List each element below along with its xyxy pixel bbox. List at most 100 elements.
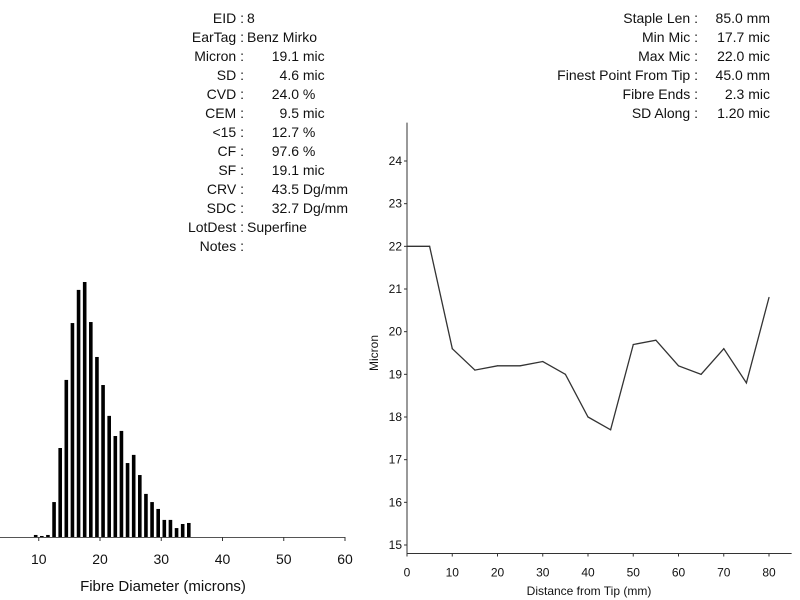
histogram-tick-label: 20 — [92, 551, 108, 567]
profile-data-point — [564, 373, 566, 375]
stat-label: SD : — [216, 67, 244, 83]
stat-row: SF :19.1 mic — [140, 161, 348, 180]
histogram-bar — [101, 385, 105, 537]
stat-value: 19.1 mic — [244, 161, 325, 180]
profile-y-tick-label: 19 — [389, 367, 403, 381]
histogram-bar — [174, 528, 179, 537]
stat-row: SD : 4.6 mic — [140, 66, 348, 85]
histogram-tick-label: 60 — [337, 551, 353, 567]
profile-data-point — [723, 348, 725, 350]
stat-label: CEM : — [205, 105, 244, 121]
stat-row: CVD :24.0 % — [140, 85, 348, 104]
histogram-bar — [119, 430, 124, 537]
histogram-bar — [131, 454, 136, 537]
stat-unit: Dg/mm — [299, 200, 348, 216]
profile-x-tick-label: 50 — [627, 566, 641, 580]
staple-stat-row: Staple Len : 85.0 mm — [557, 9, 770, 28]
profile-y-tick-label: 17 — [389, 453, 403, 467]
stat-value: 24.0 % — [244, 85, 316, 104]
histogram-bar — [125, 463, 130, 537]
histogram-bar — [46, 534, 50, 537]
histogram-x-ticks: 10 20 30 40 50 60 — [31, 537, 353, 567]
profile-points — [406, 245, 770, 431]
stat-unit: mic — [299, 48, 325, 64]
staple-stat-value: 17.7 mic — [717, 29, 770, 45]
histogram-bar — [89, 322, 93, 537]
profile-x-tick-label: 10 — [446, 566, 460, 580]
histogram-tick-label: 50 — [276, 551, 292, 567]
stat-value: 43.5 Dg/mm — [244, 180, 348, 199]
stat-value: Superfine — [247, 219, 307, 235]
stat-row: SDC :32.7 Dg/mm — [140, 199, 348, 218]
profile-y-tick-label: 15 — [389, 538, 403, 552]
histogram-bar — [162, 519, 167, 537]
stat-number: 19.1 — [271, 48, 299, 64]
stat-unit: % — [299, 124, 316, 140]
profile-x-ticks: 0 10 20 30 40 50 60 70 80 — [404, 553, 776, 580]
stat-row: CRV :43.5 Dg/mm — [140, 180, 348, 199]
stat-number: 12.7 — [271, 124, 299, 140]
stat-row: Notes : — [140, 237, 348, 256]
staple-stat-label: Min Mic : — [642, 29, 698, 45]
profile-data-point — [519, 365, 521, 367]
profile-x-tick-label: 0 — [404, 566, 411, 580]
stat-number: 4.6 — [279, 67, 299, 83]
staple-stat-value: 45.0 mm — [715, 67, 770, 83]
stat-value: 32.7 Dg/mm — [244, 199, 348, 218]
stat-label: SF : — [218, 162, 244, 178]
staple-stat-label: Max Mic : — [638, 48, 698, 64]
stat-value: Benz Mirko — [247, 29, 318, 45]
profile-data-point — [496, 365, 499, 367]
stat-unit: mic — [299, 162, 325, 178]
profile-data-point — [406, 245, 408, 247]
profile-y-tick-label: 24 — [389, 154, 403, 168]
stat-row: EID :8 — [140, 9, 348, 28]
stat-row: Micron :19.1 mic — [140, 47, 348, 66]
histogram-bar — [95, 356, 99, 537]
stat-unit: Dg/mm — [299, 181, 348, 197]
staple-stat-label: Finest Point From Tip : — [557, 67, 698, 83]
profile-y-label: Micron — [367, 335, 381, 371]
profile-x-tick-label: 40 — [581, 566, 595, 580]
stat-label: CRV : — [206, 181, 244, 197]
stat-label: CVD : — [206, 86, 244, 102]
histogram-bar — [82, 282, 87, 537]
stat-label: CF : — [217, 143, 244, 159]
histogram-bar — [107, 415, 111, 537]
histogram-bars — [33, 282, 191, 537]
stat-row: CEM :9.5 mic — [140, 104, 348, 123]
histogram-bar — [138, 475, 142, 537]
profile-series-line — [407, 245, 770, 431]
histogram-bar — [156, 508, 160, 537]
histogram-bar — [64, 379, 69, 537]
stat-unit: % — [299, 143, 316, 159]
stat-number: 32.7 — [271, 200, 299, 216]
profile-y-tick-label: 22 — [389, 239, 403, 253]
profile-x-tick-label: 70 — [717, 566, 731, 580]
stat-label: SDC : — [206, 200, 244, 216]
histogram-bar — [150, 502, 154, 537]
stat-label: <15 : — [212, 124, 244, 140]
staple-stat-value: 2.3 mic — [724, 86, 770, 102]
stat-number: 97.6 — [271, 143, 299, 159]
profile-y-ticks: 15 16 17 18 19 20 21 22 23 24 — [389, 154, 407, 552]
stat-label: LotDest : — [187, 219, 244, 235]
profile-y-tick-label: 23 — [389, 197, 403, 211]
staple-stat-label: SD Along : — [631, 105, 698, 121]
staple-stat-label: Fibre Ends : — [622, 86, 698, 102]
staple-stat-value: 1.20 mic — [717, 105, 770, 121]
profile-data-point — [451, 348, 453, 350]
sample-stats-panel: EID :8 EarTag : Benz Mirko Micron :19.1 mic… — [140, 9, 348, 256]
histogram-bar — [113, 436, 118, 537]
profile-y-tick-label: 18 — [389, 410, 403, 424]
stat-unit: mic — [299, 67, 325, 83]
profile-data-point — [677, 365, 680, 367]
profile-y-tick-label: 20 — [389, 325, 403, 339]
staple-stat-row: SD Along : 1.20 mic — [557, 104, 770, 123]
histogram-x-label: Fibre Diameter (microns) — [80, 578, 246, 595]
profile-data-point — [768, 296, 770, 299]
stat-label: EID : — [212, 10, 244, 26]
profile-data-point — [474, 369, 476, 371]
histogram-bar — [70, 323, 75, 537]
stat-number: 9.5 — [279, 105, 299, 121]
